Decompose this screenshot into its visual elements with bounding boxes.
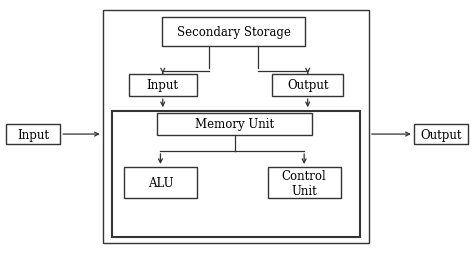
Text: ALU: ALU [148,177,173,189]
Text: Output: Output [420,128,462,141]
Bar [6,124,60,145]
Bar [414,124,468,145]
Bar [157,113,312,136]
Text: Input: Input [17,128,49,141]
Bar [162,18,305,46]
Bar [124,167,197,199]
Text: Control
Unit: Control Unit [282,169,327,197]
Text: Input: Input [147,79,179,92]
Bar [268,167,341,199]
Text: Secondary Storage: Secondary Storage [176,26,291,39]
Bar [273,74,343,97]
Text: Memory Unit: Memory Unit [195,118,274,131]
Bar [112,112,359,237]
Text: Output: Output [287,79,328,92]
Bar [128,74,197,97]
Bar [103,11,369,243]
